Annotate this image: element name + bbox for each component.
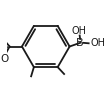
Text: OH: OH	[72, 26, 87, 36]
Text: O: O	[0, 54, 8, 64]
Text: B: B	[76, 38, 84, 48]
Text: OH: OH	[91, 38, 106, 48]
